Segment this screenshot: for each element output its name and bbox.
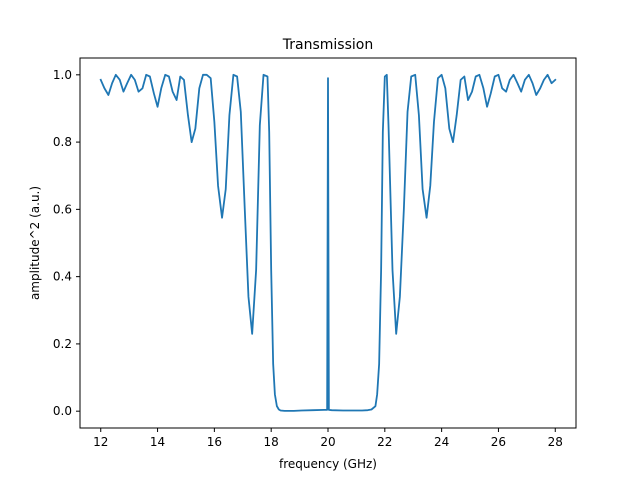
plot-layer	[99, 73, 557, 412]
x-axis-ticks: 12 14 16 18 20 22 24 26 28	[93, 428, 563, 449]
y-axis-ticks: 0.0 0.2 0.4 0.6 0.8 1.0	[53, 68, 80, 418]
y-tick-label: 1.0	[53, 68, 72, 82]
series-line-0	[99, 73, 557, 412]
y-tick-label: 0.4	[53, 270, 72, 284]
x-tick-label: 26	[491, 435, 506, 449]
x-tick-label: 28	[548, 435, 563, 449]
x-tick-label: 18	[264, 435, 279, 449]
x-tick-label: 14	[150, 435, 165, 449]
y-tick-label: 0.0	[53, 404, 72, 418]
x-tick-label: 12	[93, 435, 108, 449]
x-axis-label: frequency (GHz)	[279, 457, 377, 471]
chart-title: Transmission	[282, 37, 373, 53]
y-tick-label: 0.2	[53, 337, 72, 351]
y-axis-label: amplitude^2 (a.u.)	[28, 186, 42, 300]
x-tick-label: 16	[207, 435, 222, 449]
x-tick-label: 20	[320, 435, 335, 449]
y-tick-label: 0.6	[53, 202, 72, 216]
x-tick-label: 24	[434, 435, 449, 449]
y-tick-label: 0.8	[53, 135, 72, 149]
x-tick-label: 22	[377, 435, 392, 449]
